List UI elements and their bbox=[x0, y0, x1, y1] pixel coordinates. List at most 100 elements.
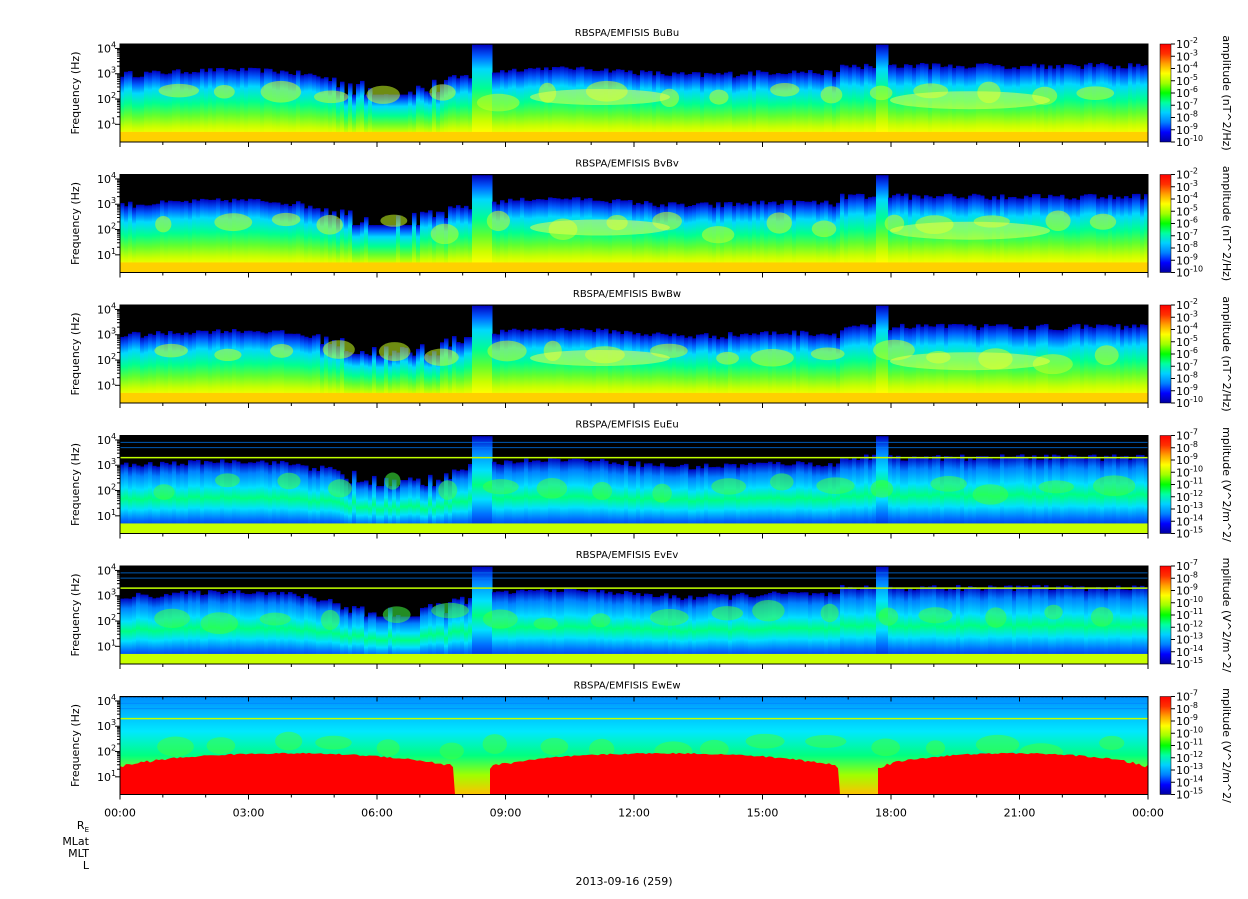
spectrogram-features bbox=[155, 210, 1117, 245]
y-axis-label: Frequency (Hz) bbox=[69, 443, 82, 526]
y-axis-ticks: 101 102 103 104 bbox=[97, 693, 120, 784]
y-tick-label: 101 bbox=[97, 769, 116, 784]
x-tick-label: 09:00 bbox=[490, 807, 522, 820]
x-axis-ticks bbox=[119, 696, 1149, 800]
panel-title: RBSPA/EMFISIS EwEw bbox=[573, 681, 680, 692]
colorbar: 10-210-310-410-510-610-710-810-910-10 amp… bbox=[1159, 296, 1233, 412]
spectrogram-features bbox=[153, 472, 1136, 505]
y-tick-label: 104 bbox=[97, 301, 116, 316]
x-axis-time-labels: 00:00 03:00 06:00 09:00 12:00 15:00 18:00 21:00… bbox=[104, 807, 1164, 820]
low-frequency-band bbox=[120, 131, 1148, 142]
panel-3: RBSPA/EMFISIS BwBw 101 102 103 104 Frequency … bbox=[69, 289, 1233, 412]
y-tick-label: 101 bbox=[97, 508, 116, 523]
x-axis-ticks bbox=[119, 435, 1149, 539]
x-tick-label: 18:00 bbox=[875, 807, 907, 820]
spectrogram-features bbox=[158, 80, 1115, 112]
x-tick-label: 00:00 bbox=[1132, 807, 1164, 820]
y-tick-label: 102 bbox=[97, 222, 116, 237]
x-axis-ticks bbox=[119, 174, 1149, 278]
x-tick-label: 21:00 bbox=[1004, 807, 1036, 820]
y-tick-label: 104 bbox=[97, 432, 116, 447]
panel-title: RBSPA/EMFISIS BwBw bbox=[573, 289, 681, 300]
x-axis-ticks bbox=[119, 305, 1149, 408]
y-tick-label: 102 bbox=[97, 483, 116, 498]
colorbar: 10-710-810-910-1010-1110-1210-1310-1410-… bbox=[1159, 558, 1233, 673]
panel-title: RBSPA/EMFISIS EvEv bbox=[576, 550, 679, 561]
y-tick-label: 103 bbox=[97, 196, 116, 211]
panel-title: RBSPA/EMFISIS BuBu bbox=[575, 28, 679, 39]
colorbar-tick-label: 10-15 bbox=[1176, 526, 1203, 541]
footer-label-mlat: MLat bbox=[62, 835, 89, 849]
colorbar-label: mplitude (V^2/m^2/ bbox=[1220, 427, 1233, 542]
spectrogram-body bbox=[120, 436, 1149, 534]
y-axis-label: Frequency (Hz) bbox=[69, 52, 82, 135]
footer-label-re: RE bbox=[76, 819, 89, 835]
colorbar-tick-label: 10-10 bbox=[1176, 134, 1203, 149]
colorbar-tick-label: 10-10 bbox=[1176, 265, 1203, 280]
colorbar: 10-210-310-410-510-610-710-810-910-10 amp… bbox=[1159, 166, 1233, 281]
y-tick-label: 103 bbox=[97, 457, 116, 472]
colorbar-label: amplitude (nT^2/Hz) bbox=[1220, 35, 1233, 150]
low-frequency-arch bbox=[120, 752, 1148, 795]
y-tick-label: 104 bbox=[97, 562, 116, 577]
y-axis-label: Frequency (Hz) bbox=[69, 313, 82, 396]
footer-row-labels: RE MLat MLT L bbox=[40, 820, 89, 872]
x-tick-label: 06:00 bbox=[361, 807, 393, 820]
y-tick-label: 103 bbox=[97, 588, 116, 603]
spectrogram-features bbox=[154, 339, 1119, 375]
y-tick-label: 101 bbox=[97, 247, 116, 262]
y-tick-label: 102 bbox=[97, 744, 116, 759]
panel-5: RBSPA/EMFISIS EvEv 101 102 103 104 Frequency … bbox=[69, 550, 1233, 673]
panel-4: RBSPA/EMFISIS EuEu 101 102 103 104 Frequency … bbox=[69, 420, 1233, 543]
panel-1: RBSPA/EMFISIS BuBu 101 102 103 104 Frequency … bbox=[69, 28, 1233, 151]
low-frequency-band bbox=[120, 653, 1148, 664]
y-tick-label: 104 bbox=[97, 693, 116, 708]
colorbar-gradient bbox=[1159, 435, 1172, 534]
colorbar-label: amplitude (nT^2/Hz) bbox=[1220, 166, 1233, 281]
y-axis-ticks: 101 102 103 104 bbox=[97, 40, 120, 131]
colorbar: 10-210-310-410-510-610-710-810-910-10 amp… bbox=[1159, 35, 1233, 151]
date-label: 2013-09-16 (259) bbox=[575, 875, 673, 888]
colorbar-tick-label: 10-15 bbox=[1176, 787, 1203, 802]
y-tick-label: 103 bbox=[97, 327, 116, 342]
x-axis-ticks bbox=[119, 566, 1149, 669]
y-axis-ticks: 101 102 103 104 bbox=[97, 432, 120, 523]
y-axis-label: Frequency (Hz) bbox=[69, 704, 82, 787]
y-axis-ticks: 101 102 103 104 bbox=[97, 171, 120, 262]
y-tick-label: 102 bbox=[97, 91, 116, 106]
y-tick-label: 101 bbox=[97, 377, 116, 392]
panel-2: RBSPA/EMFISIS BvBv 101 102 103 104 Frequency … bbox=[69, 159, 1233, 282]
colorbar-label: mplitude (V^2/m^2/ bbox=[1220, 688, 1233, 803]
colorbar-label: amplitude (nT^2/Hz) bbox=[1220, 296, 1233, 411]
y-axis-ticks: 101 102 103 104 bbox=[97, 301, 120, 392]
y-tick-label: 104 bbox=[97, 40, 116, 55]
low-frequency-band bbox=[120, 523, 1148, 534]
x-tick-label: 15:00 bbox=[747, 807, 779, 820]
colorbar: 10-710-810-910-1010-1110-1210-1310-1410-… bbox=[1159, 688, 1233, 803]
colorbar-gradient bbox=[1159, 43, 1172, 143]
y-tick-label: 102 bbox=[97, 613, 116, 628]
spectrogram-features bbox=[154, 599, 1114, 635]
spectrogram-features bbox=[157, 731, 1125, 762]
y-tick-label: 102 bbox=[97, 352, 116, 367]
colorbar-gradient bbox=[1159, 304, 1172, 404]
footer-label-mlt: MLT bbox=[68, 847, 89, 861]
colorbar: 10-710-810-910-1010-1110-1210-1310-1410-… bbox=[1159, 427, 1233, 542]
colorbar-tick-label: 10-15 bbox=[1176, 656, 1203, 671]
low-frequency-band bbox=[120, 392, 1148, 403]
y-axis-label: Frequency (Hz) bbox=[69, 182, 82, 265]
y-tick-label: 101 bbox=[97, 116, 116, 131]
y-axis-label: Frequency (Hz) bbox=[69, 574, 82, 657]
y-tick-label: 103 bbox=[97, 718, 116, 733]
colorbar-gradient bbox=[1159, 565, 1172, 665]
x-tick-label: 03:00 bbox=[233, 807, 265, 820]
x-tick-label: 00:00 bbox=[104, 807, 136, 820]
panel-title: RBSPA/EMFISIS BvBv bbox=[575, 159, 679, 170]
x-tick-label: 12:00 bbox=[618, 807, 650, 820]
y-axis-ticks: 101 102 103 104 bbox=[97, 562, 120, 653]
y-tick-label: 103 bbox=[97, 66, 116, 81]
colorbar-label: mplitude (V^2/m^2/ bbox=[1220, 558, 1233, 673]
panel-title: RBSPA/EMFISIS EuEu bbox=[575, 420, 678, 431]
low-frequency-band bbox=[120, 262, 1148, 273]
colorbar-gradient bbox=[1159, 696, 1172, 795]
